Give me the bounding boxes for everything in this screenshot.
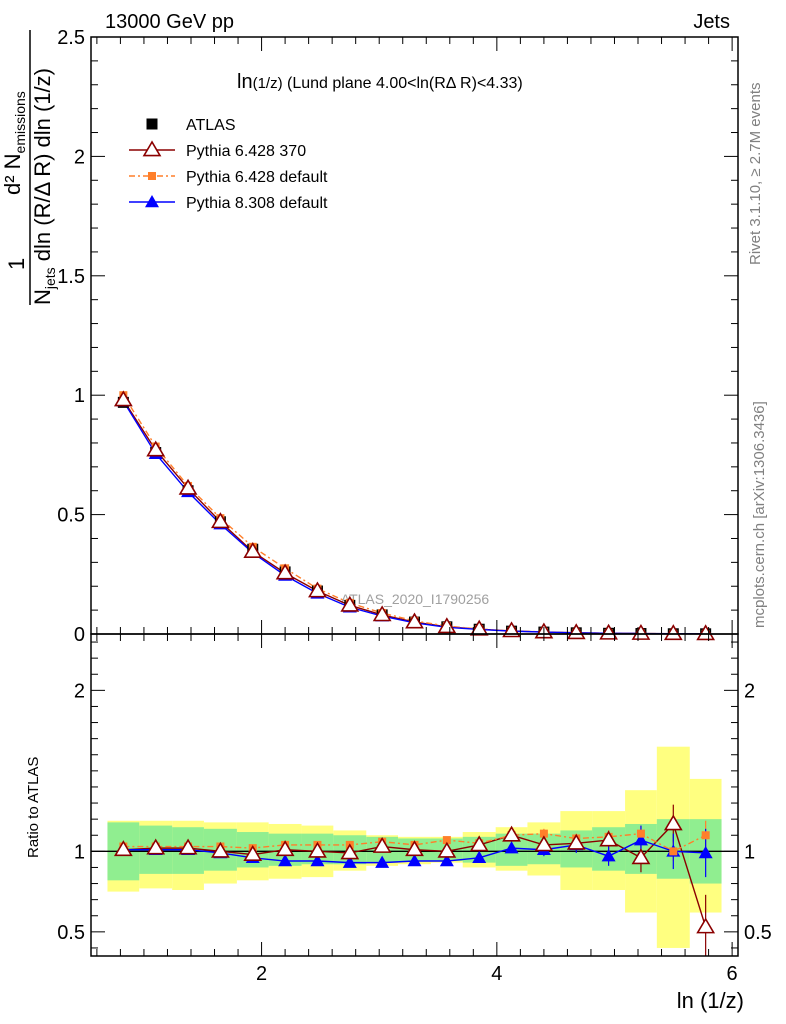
ratio-point-py8_default-12 xyxy=(504,841,519,854)
x-axis-label: ln (1/z) xyxy=(677,988,744,1013)
ratio-point-py8_default-10 xyxy=(439,854,454,867)
ratio-ytick-label-l-1: 1 xyxy=(74,841,85,863)
ratio-point-py8_default-15 xyxy=(601,849,616,862)
ratio-ylabel: Ratio to ATLAS xyxy=(25,757,42,858)
ratio-point-py8_default-18 xyxy=(698,845,713,859)
ratio-point-py6_default-13 xyxy=(539,829,548,838)
main-ytick-label-3: 2 xyxy=(74,146,85,168)
main-point-py6_370-17 xyxy=(663,624,683,641)
main-point-py6_370-0 xyxy=(113,390,133,407)
ratio-point-py8_default-9 xyxy=(407,854,422,867)
main-ytick-label-2: 1.5 xyxy=(57,266,85,288)
ratio-point-py8_default-5 xyxy=(278,854,293,867)
main-point-py6_370-8 xyxy=(372,605,392,622)
legend-marker-data xyxy=(146,118,158,130)
ratio-point-py6_370-12 xyxy=(502,825,521,842)
ratio-point-py6_370-8 xyxy=(372,836,392,853)
main-ytick-label-zero: 0 xyxy=(74,624,85,646)
main-point-py6_370-3 xyxy=(211,512,230,529)
ratio-point-py8_default-8 xyxy=(375,855,390,868)
main-series xyxy=(113,390,716,641)
ratio-ytick-label-r-0: 0.5 xyxy=(744,922,772,944)
main-point-py6_370-15 xyxy=(599,623,618,640)
legend: ATLAS Pythia 6.428 370 Pythia 6.428 defaul… xyxy=(129,117,328,212)
main-ytick-label-4: 2.5 xyxy=(57,27,85,49)
legend-label-py6_370: Pythia 6.428 370 xyxy=(186,143,306,160)
main-point-py6_370-4 xyxy=(243,542,263,559)
ratio-point-py6_370-6 xyxy=(308,841,327,858)
ratio-point-py6_default-16 xyxy=(636,829,645,838)
ratio-point-py6_370-2 xyxy=(178,838,198,855)
mcplots-label: mcplots.cern.ch [arXiv:1306.3436] xyxy=(751,401,768,628)
ratio-point-py6_370-0 xyxy=(113,840,133,857)
ratio-point-py6_370-10 xyxy=(437,841,457,858)
main-point-py6_370-7 xyxy=(340,595,360,612)
main-point-py6_370-9 xyxy=(405,612,424,629)
ratio-point-py8_default-6 xyxy=(310,854,325,867)
ratio-point-py6_370-3 xyxy=(211,841,230,858)
legend-marker-py6_default xyxy=(148,172,156,180)
xtick-label-1: 4 xyxy=(491,963,502,985)
axes: 0.5 1 1.5 2 2.5 0 2 4 6 0.5 0.5 1 1 2 2 xyxy=(57,27,772,985)
ratio-point-py6_370-4 xyxy=(243,844,263,861)
main-point-py6_370-2 xyxy=(178,478,198,495)
legend-marker-py6_370 xyxy=(142,140,162,157)
ratio-frame xyxy=(90,633,739,957)
xtick-label-0: 2 xyxy=(256,963,267,985)
ratio-point-py6_370-11 xyxy=(469,835,489,852)
ratio-point-py6_370-17 xyxy=(663,814,683,831)
xtick-label-2: 6 xyxy=(727,963,738,985)
main-point-py6_370-16 xyxy=(631,623,651,640)
main-point-py6_370-11 xyxy=(469,619,489,636)
plot-title-main: ln xyxy=(237,71,253,93)
ratio-point-py8_default-16 xyxy=(633,833,648,846)
legend-label-py6_default: Pythia 6.428 default xyxy=(186,169,328,186)
plot-title-sub: (1/z) xyxy=(253,75,283,92)
ratio-ytick-label-l-0: 0.5 xyxy=(57,922,85,944)
main-ytick-label-0: 0.5 xyxy=(57,505,85,527)
header-right: Jets xyxy=(693,11,730,33)
main-point-py6_370-6 xyxy=(308,581,327,598)
rivet-label: Rivet 3.1.10, ≥ 2.7M events xyxy=(747,83,764,266)
ratio-ytick-label-r-2: 2 xyxy=(744,680,755,702)
plot-title: ln(1/z) (Lund plane 4.00<ln(RΔ R)<4.33) xyxy=(237,71,523,93)
ratio-point-py6_370-15 xyxy=(599,830,618,847)
ylabel-denominator: Njets dln (R/Δ R) dln (1/z) xyxy=(30,68,58,305)
ratio-point-py6_370-1 xyxy=(146,838,166,855)
legend-label-py8_default: Pythia 8.308 default xyxy=(186,195,328,212)
ratio-point-py6_370-5 xyxy=(275,840,295,857)
ratio-point-py8_default-11 xyxy=(472,850,487,864)
main-point-py6_370-12 xyxy=(502,621,521,638)
ratio-series xyxy=(91,804,738,956)
ratio-point-py6_370-14 xyxy=(566,833,586,850)
legend-label-data: ATLAS xyxy=(186,117,236,134)
ratio-ytick-label-l-2: 2 xyxy=(74,680,85,702)
ylabel-prefix: 1 xyxy=(4,258,29,270)
ratio-point-py8_default-7 xyxy=(342,855,357,868)
ratio-ytick-label-r-1: 1 xyxy=(744,841,755,863)
ratio-point-py6_370-9 xyxy=(405,840,424,857)
ratio-point-py6_370-13 xyxy=(534,835,554,852)
legend-marker-py8_default xyxy=(145,195,159,208)
main-point-py6_370-5 xyxy=(275,563,295,580)
main-point-py6_370-10 xyxy=(437,617,457,634)
watermark: ATLAS_2020_I1790256 xyxy=(341,591,490,607)
main-point-py6_370-1 xyxy=(146,440,166,457)
ratio-point-py6_default-17 xyxy=(669,847,678,856)
ratio-point-py6_370-16 xyxy=(631,848,651,865)
main-ylabel: 1 d² Nemissions Njets dln (R/Δ R) dln (1… xyxy=(0,30,58,305)
ratio-point-py6_370-18 xyxy=(696,917,716,934)
main-ytick-label-1: 1 xyxy=(74,385,85,407)
ratio-point-py6_370-7 xyxy=(340,843,360,860)
ylabel-numerator: d² Nemissions xyxy=(0,91,28,195)
header-left: 13000 GeV pp xyxy=(105,11,234,33)
ratio-point-py6_default-18 xyxy=(701,831,710,840)
plot-title-rest: (Lund plane 4.00<ln(RΔ R)<4.33) xyxy=(283,75,523,92)
main-point-py6_370-18 xyxy=(696,624,716,641)
main-point-py6_370-14 xyxy=(566,623,586,640)
ratio-point-py6_default-10 xyxy=(442,836,451,845)
